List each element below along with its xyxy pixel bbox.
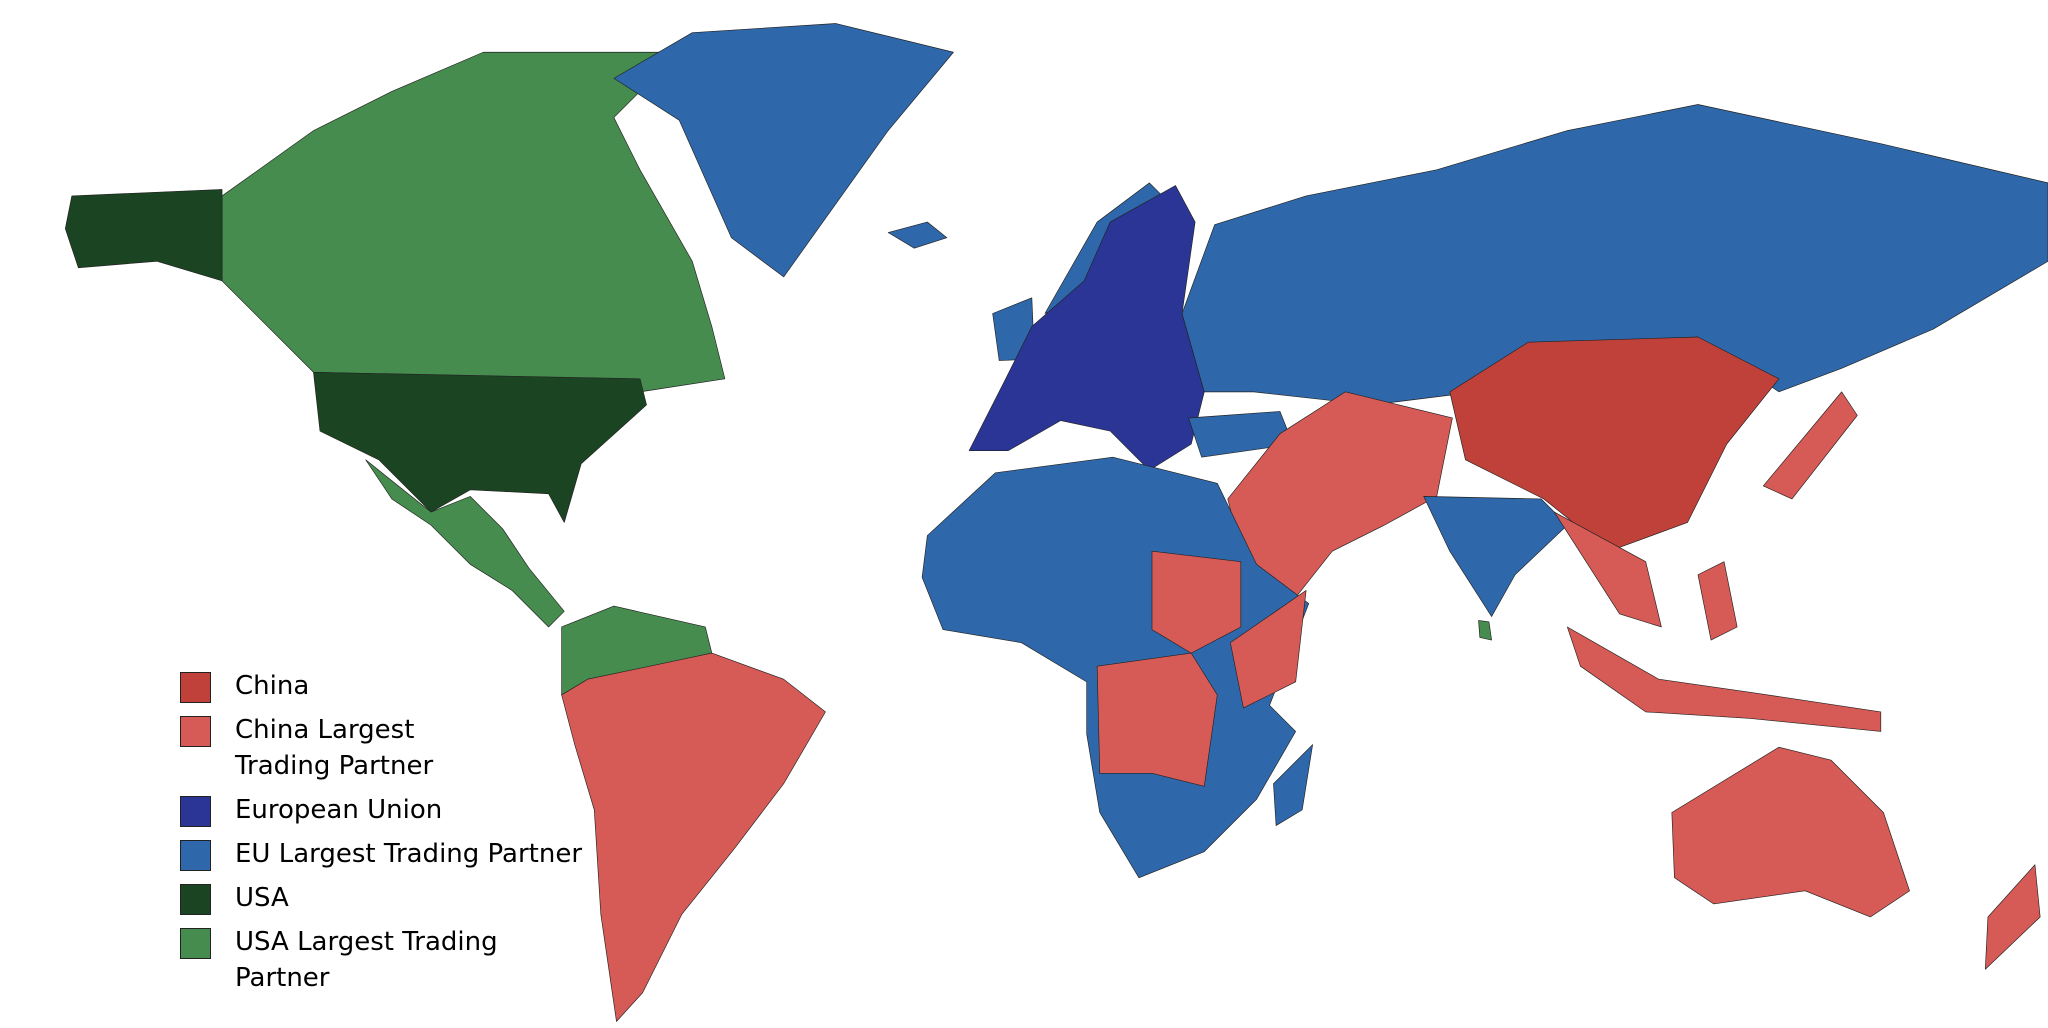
legend-label: USA Largest Trading Partner: [235, 927, 498, 993]
legend-item-china: China: [180, 668, 595, 704]
legend-label: China: [235, 671, 310, 701]
legend-swatch: [180, 672, 211, 703]
legend-label: EU Largest Trading Partner: [235, 839, 583, 869]
region-sri-lanka: [1478, 620, 1492, 641]
legend-label: China Largest Trading Partner: [235, 715, 434, 781]
region-sudan: [1151, 550, 1242, 654]
legend-label: USA: [235, 883, 289, 913]
legend-swatch: [180, 928, 211, 959]
legend-item-china-partner: China Largest Trading Partner: [180, 712, 595, 784]
legend: China China Largest Trading Partner Euro…: [180, 668, 595, 1004]
legend-label: European Union: [235, 795, 443, 825]
region-new-zealand: [1984, 864, 2041, 970]
legend-item-eu-partner: EU Largest Trading Partner: [180, 836, 595, 872]
region-australia: [1671, 746, 1910, 918]
region-central-africa: [1096, 652, 1218, 787]
region-se-asia: [1553, 511, 1662, 628]
region-china: [1449, 336, 1780, 552]
legend-item-eu: European Union: [180, 792, 595, 828]
region-india: [1423, 496, 1568, 617]
region-madagascar: [1273, 744, 1313, 826]
region-iceland: [887, 221, 948, 249]
legend-swatch: [180, 796, 211, 827]
region-indonesia: [1567, 626, 1882, 732]
legend-swatch: [180, 840, 211, 871]
region-greenland: [613, 23, 954, 278]
region-mexico-central-america: [365, 459, 565, 628]
region-philippines: [1697, 561, 1738, 641]
region-south-america: [561, 652, 826, 1022]
region-usa: [313, 371, 647, 523]
legend-swatch: [180, 884, 211, 915]
region-canada: [221, 51, 726, 393]
legend-item-usa: USA: [180, 880, 595, 916]
region-alaska: [64, 189, 223, 282]
region-east-africa: [1230, 590, 1307, 709]
legend-swatch: [180, 716, 211, 747]
legend-item-usa-partner: USA Largest Trading Partner: [180, 924, 595, 996]
region-korea-japan: [1762, 391, 1858, 500]
